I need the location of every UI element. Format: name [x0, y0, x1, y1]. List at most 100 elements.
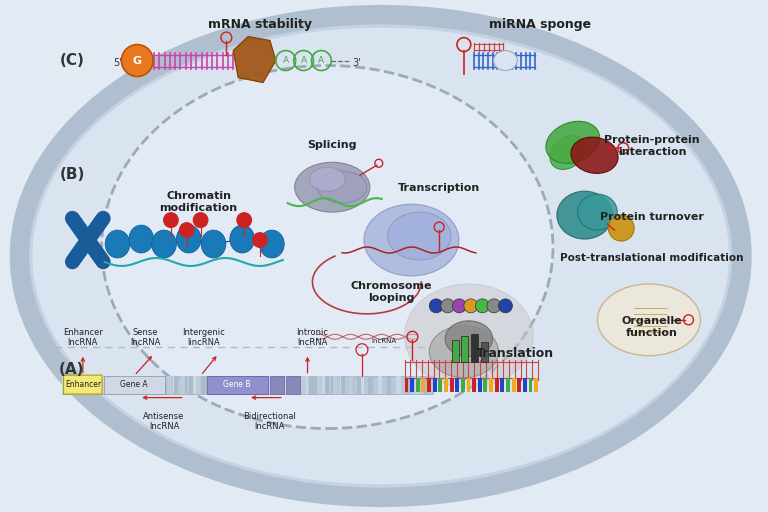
Circle shape	[65, 211, 80, 226]
Bar	[349, 376, 354, 394]
Bar	[387, 376, 392, 394]
Circle shape	[121, 45, 153, 76]
Ellipse shape	[19, 15, 742, 497]
Circle shape	[86, 224, 101, 239]
Circle shape	[88, 223, 102, 238]
Bar	[220, 376, 224, 394]
Circle shape	[94, 212, 110, 227]
Ellipse shape	[201, 230, 226, 258]
Bar	[71, 376, 76, 394]
Ellipse shape	[317, 171, 367, 203]
Bar	[174, 376, 178, 394]
Bar	[535, 378, 538, 392]
Ellipse shape	[598, 284, 700, 356]
Bar	[466, 378, 471, 392]
Bar	[238, 376, 243, 394]
Ellipse shape	[550, 135, 586, 169]
Bar	[239, 376, 243, 394]
Text: Gene A: Gene A	[121, 380, 148, 389]
Text: 5': 5'	[113, 57, 122, 68]
Circle shape	[94, 214, 108, 229]
Bar	[333, 376, 337, 394]
Polygon shape	[233, 36, 276, 82]
Bar	[449, 378, 454, 392]
Bar	[483, 378, 488, 392]
Text: Enhancer: Enhancer	[65, 380, 101, 389]
Bar	[405, 378, 409, 392]
Circle shape	[84, 238, 99, 253]
Circle shape	[82, 235, 97, 250]
Bar	[415, 376, 419, 394]
Circle shape	[96, 254, 111, 269]
Ellipse shape	[546, 121, 600, 163]
Bar	[99, 376, 104, 394]
Circle shape	[429, 299, 443, 313]
Bar	[455, 378, 459, 392]
Text: Chromatin
modification: Chromatin modification	[160, 191, 238, 213]
Ellipse shape	[129, 225, 154, 253]
Circle shape	[94, 253, 110, 268]
Text: 3': 3'	[353, 57, 361, 68]
Bar	[452, 340, 459, 361]
Text: Translation: Translation	[476, 347, 554, 360]
Bar	[432, 378, 437, 392]
Bar	[127, 376, 131, 394]
Bar	[108, 376, 113, 394]
Bar	[270, 376, 283, 394]
Circle shape	[74, 224, 89, 239]
Circle shape	[193, 212, 209, 228]
Ellipse shape	[364, 204, 459, 276]
Bar	[410, 378, 414, 392]
Bar	[189, 376, 193, 394]
Bar	[203, 376, 207, 394]
Text: Gene B: Gene B	[223, 380, 251, 389]
Ellipse shape	[151, 230, 177, 258]
Bar	[341, 376, 345, 394]
Bar	[183, 376, 187, 394]
Bar	[81, 376, 85, 394]
Bar	[489, 378, 493, 392]
Bar	[471, 334, 478, 361]
Bar	[317, 376, 321, 394]
Bar	[174, 376, 178, 394]
Circle shape	[77, 227, 91, 242]
Bar	[357, 376, 361, 394]
Text: Transcription: Transcription	[398, 183, 480, 193]
Bar	[232, 376, 236, 394]
Circle shape	[91, 247, 105, 262]
Circle shape	[89, 220, 104, 235]
Bar	[481, 342, 488, 361]
Circle shape	[88, 221, 103, 237]
Bar	[310, 376, 313, 394]
Bar	[62, 376, 67, 394]
Bar	[286, 376, 300, 394]
Bar	[495, 378, 498, 392]
Circle shape	[72, 244, 88, 259]
Circle shape	[80, 232, 94, 247]
Circle shape	[85, 239, 100, 254]
Bar	[229, 376, 233, 394]
Ellipse shape	[105, 230, 130, 258]
Text: Intronic
lncRNA: Intronic lncRNA	[296, 328, 329, 348]
Circle shape	[82, 230, 97, 245]
Circle shape	[163, 212, 179, 228]
Bar	[167, 376, 171, 394]
Text: G: G	[133, 55, 142, 66]
Bar	[424, 376, 429, 394]
Circle shape	[69, 217, 84, 232]
Bar	[439, 378, 442, 392]
Bar	[331, 376, 336, 394]
Bar	[247, 376, 250, 394]
Bar	[422, 378, 425, 392]
Circle shape	[608, 215, 634, 241]
Circle shape	[93, 216, 108, 230]
Circle shape	[69, 248, 84, 263]
Circle shape	[65, 254, 80, 269]
Circle shape	[66, 212, 81, 227]
Bar	[62, 376, 433, 394]
Text: Protein turnover: Protein turnover	[600, 212, 704, 222]
Text: Bidirectional
lncRNA: Bidirectional lncRNA	[243, 412, 296, 431]
Circle shape	[452, 299, 466, 313]
Text: A: A	[300, 56, 306, 65]
Ellipse shape	[388, 212, 451, 260]
